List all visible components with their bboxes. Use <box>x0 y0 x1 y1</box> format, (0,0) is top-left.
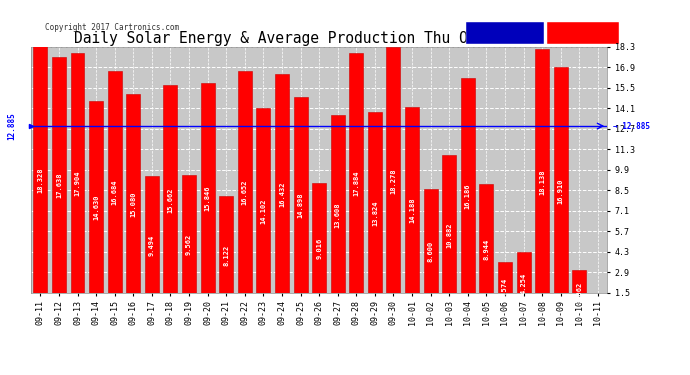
Text: 3.062: 3.062 <box>576 281 582 303</box>
Bar <box>368 112 382 314</box>
Bar <box>182 175 196 314</box>
Bar <box>293 97 308 314</box>
Bar <box>498 262 512 314</box>
Text: 9.562: 9.562 <box>186 234 192 255</box>
Bar <box>52 57 66 314</box>
Text: 15.080: 15.080 <box>130 192 136 217</box>
Text: 16.186: 16.186 <box>465 183 471 209</box>
Text: 9.494: 9.494 <box>149 234 155 256</box>
Bar <box>386 47 400 314</box>
Bar <box>461 78 475 314</box>
Text: 13.824: 13.824 <box>372 201 378 226</box>
Text: Copyright 2017 Cartronics.com: Copyright 2017 Cartronics.com <box>45 22 179 32</box>
Bar <box>275 74 289 314</box>
Bar <box>424 189 437 314</box>
Text: 15.662: 15.662 <box>168 187 173 213</box>
Text: 3.574: 3.574 <box>502 278 508 299</box>
Text: 8.600: 8.600 <box>428 241 433 262</box>
Text: 16.684: 16.684 <box>112 180 118 205</box>
Text: 17.638: 17.638 <box>56 173 62 198</box>
Text: 16.652: 16.652 <box>241 180 248 206</box>
Bar <box>405 107 419 314</box>
FancyBboxPatch shape <box>466 22 544 44</box>
Text: 18.278: 18.278 <box>391 168 397 194</box>
Bar <box>535 49 549 314</box>
Text: 14.898: 14.898 <box>297 193 304 218</box>
Text: 8.944: 8.944 <box>484 238 489 260</box>
Bar <box>89 100 103 314</box>
Bar <box>108 70 121 314</box>
Text: 8.122: 8.122 <box>223 244 229 266</box>
Text: 14.630: 14.630 <box>93 195 99 220</box>
Text: Daily  (kWh): Daily (kWh) <box>558 30 608 37</box>
Text: → 12.885: → 12.885 <box>613 122 650 130</box>
Text: 14.102: 14.102 <box>260 199 266 224</box>
Bar <box>257 108 270 314</box>
Text: 17.904: 17.904 <box>75 171 81 196</box>
Text: 13.608: 13.608 <box>335 202 341 228</box>
Text: 18.138: 18.138 <box>539 169 545 195</box>
Bar <box>442 155 456 314</box>
Text: 4.254: 4.254 <box>520 273 526 294</box>
Title: Daily Solar Energy & Average Production Thu Oct 12 18:01: Daily Solar Energy & Average Production … <box>74 31 564 46</box>
Bar <box>572 270 586 314</box>
Bar <box>480 184 493 314</box>
Bar <box>33 46 48 314</box>
Bar <box>145 176 159 314</box>
Text: 18.328: 18.328 <box>37 168 43 193</box>
Bar <box>70 53 84 314</box>
Bar <box>219 196 233 314</box>
Bar <box>238 71 252 314</box>
Text: 12.885: 12.885 <box>8 112 17 140</box>
Bar <box>201 83 215 314</box>
FancyBboxPatch shape <box>546 22 619 44</box>
Bar <box>349 53 363 314</box>
Bar <box>517 252 531 314</box>
Bar <box>312 183 326 314</box>
Bar <box>126 94 140 314</box>
Text: 10.882: 10.882 <box>446 222 452 248</box>
Bar <box>554 67 568 314</box>
Bar <box>164 86 177 314</box>
Text: 15.846: 15.846 <box>205 186 210 211</box>
Text: 16.910: 16.910 <box>558 178 564 204</box>
Bar <box>331 116 345 314</box>
Text: Average  (kWh): Average (kWh) <box>475 30 535 36</box>
Text: 17.884: 17.884 <box>353 171 359 196</box>
Text: 16.432: 16.432 <box>279 182 285 207</box>
Text: 9.016: 9.016 <box>316 238 322 259</box>
Text: 14.188: 14.188 <box>409 198 415 223</box>
